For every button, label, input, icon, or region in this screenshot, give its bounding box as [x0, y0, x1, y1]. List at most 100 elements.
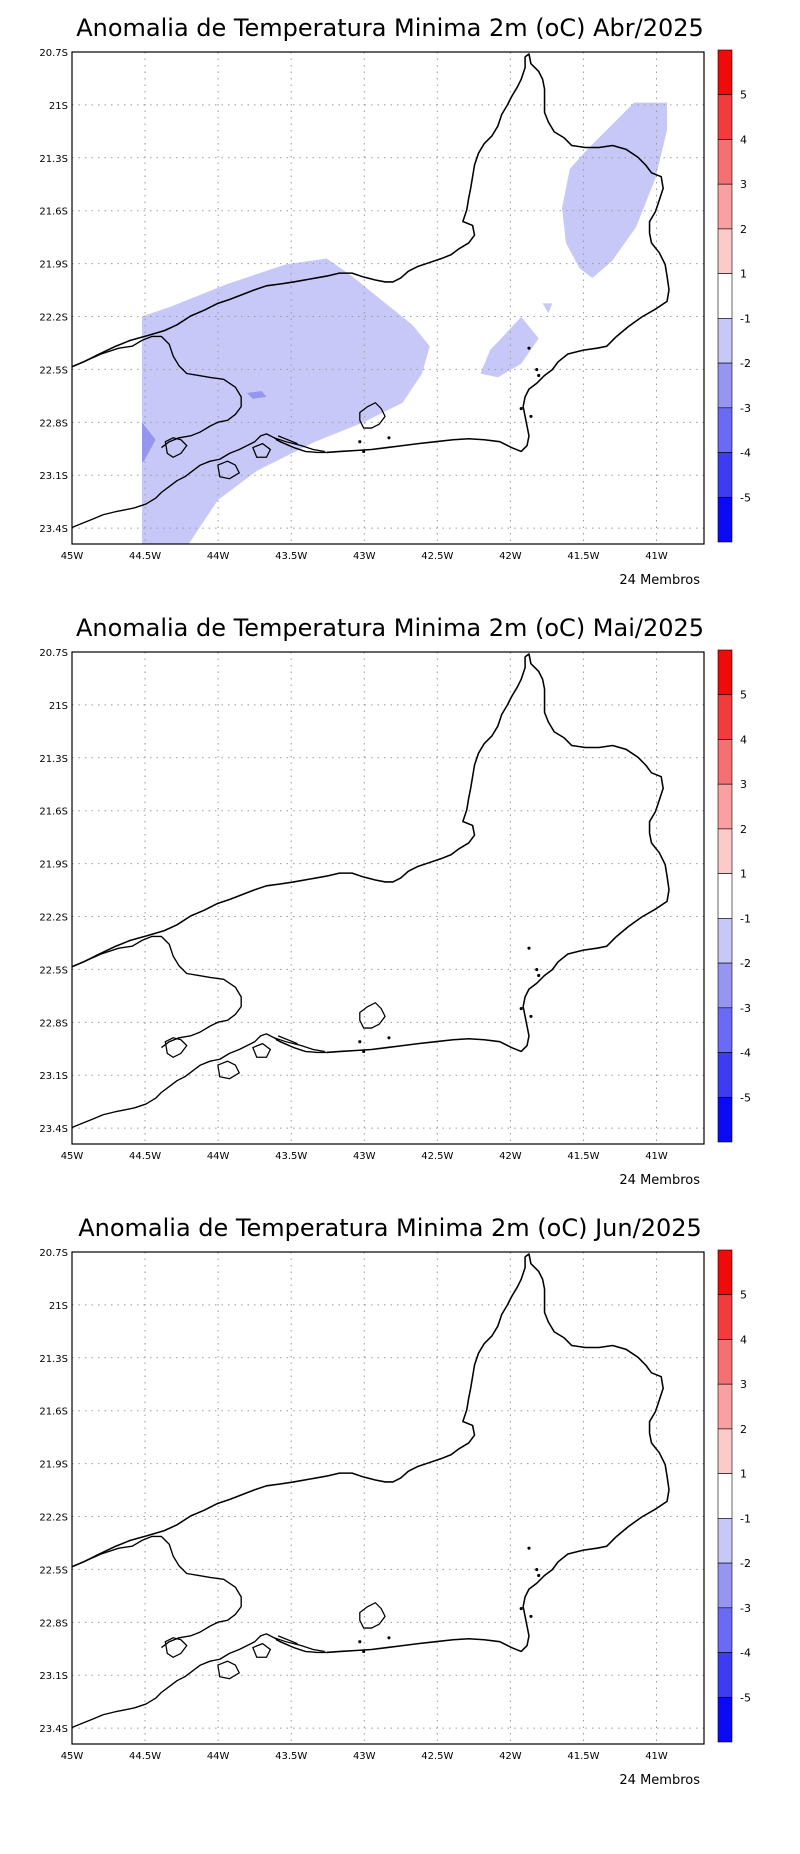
legend-label: 1: [740, 268, 747, 281]
lat-tick-label: 21S: [49, 101, 68, 112]
grid-lines: [72, 652, 704, 1144]
lon-tick-label: 42.5W: [421, 551, 453, 562]
legend-label: -4: [740, 1047, 751, 1060]
lat-tick-label: 23.1S: [39, 1071, 68, 1082]
lon-tick-label: 43W: [353, 551, 376, 562]
lat-tick-label: 21.6S: [39, 1407, 68, 1418]
lat-tick-label: 22.5S: [39, 1565, 68, 1576]
lon-tick-label: 41W: [645, 1751, 668, 1762]
legend-label: -1: [740, 1512, 751, 1525]
lat-tick-label: 21S: [49, 701, 68, 712]
legend-swatch: [717, 1607, 733, 1653]
legend-label: -2: [740, 357, 751, 370]
island-dot: [387, 436, 391, 440]
island-dot: [387, 1036, 391, 1040]
grid-lines: [72, 1252, 704, 1744]
legend-swatch: [717, 139, 733, 185]
lat-tick-label: 21.9S: [39, 860, 68, 871]
legend-label: 5: [740, 89, 747, 102]
legend-swatch: [717, 407, 733, 453]
anomaly-area: [480, 316, 539, 378]
lat-tick-label: 22.8S: [39, 1018, 68, 1029]
lat-tick-label: 21.3S: [39, 154, 68, 165]
legend-label: 1: [740, 868, 747, 881]
legend-swatch: [717, 183, 733, 230]
island-dot: [519, 1007, 523, 1011]
lon-tick-label: 41W: [645, 1151, 668, 1162]
lon-tick-label: 44.5W: [129, 1151, 161, 1162]
lon-tick-label: 43.5W: [275, 551, 307, 562]
legend-swatch: [717, 783, 733, 830]
map-frame: [71, 1251, 705, 1745]
legend-label: 1: [740, 1468, 747, 1481]
island-dot: [387, 1636, 391, 1640]
lat-tick-label: 22.5S: [39, 365, 68, 376]
island-dot: [529, 1014, 533, 1018]
lon-tick-label: 44.5W: [129, 1751, 161, 1762]
legend-label: 3: [740, 1378, 747, 1391]
island-dot: [358, 440, 362, 444]
legend-swatch: [717, 828, 733, 874]
island-dot: [529, 414, 533, 418]
legend-swatch: [717, 496, 733, 543]
lat-tick-label: 22.2S: [39, 913, 68, 924]
island-dot: [529, 1614, 533, 1618]
lon-tick-label: 45W: [61, 551, 84, 562]
lat-tick-label: 21S: [49, 1301, 68, 1312]
legend-label: 3: [740, 178, 747, 191]
map-background: [72, 1252, 704, 1744]
lat-tick-label: 22.2S: [39, 313, 68, 324]
map-panel-1: 20.7S21S21.3S21.6S21.9S22.2S22.5S22.8S23…: [39, 48, 751, 562]
island-dot: [527, 1546, 531, 1550]
lon-tick-label: 41.5W: [567, 551, 599, 562]
lon-tick-label: 42.5W: [421, 1751, 453, 1762]
lon-tick-label: 45W: [61, 1151, 84, 1162]
lat-tick-label: 23.4S: [39, 524, 68, 535]
legend-label: -2: [740, 957, 751, 970]
island-dot: [362, 1049, 366, 1054]
legend-swatch: [717, 318, 733, 364]
lon-tick-label: 44W: [207, 1151, 230, 1162]
lon-tick-label: 42W: [499, 1151, 522, 1162]
coastline: [72, 653, 670, 1129]
map-panel-2: 20.7S21S21.3S21.6S21.9S22.2S22.5S22.8S23…: [39, 648, 751, 1162]
island-dot: [362, 449, 366, 454]
island-dot: [527, 346, 531, 350]
lat-tick-label: 23.1S: [39, 471, 68, 482]
color-legend: 5 4 3 2 1 -1 -2 -3 -4 -5: [717, 1249, 751, 1743]
map-background: [72, 652, 704, 1144]
island-dot: [358, 1640, 362, 1644]
legend-swatch: [717, 918, 733, 964]
anomaly-area: [247, 391, 267, 399]
island-dot: [537, 1573, 541, 1578]
legend-label: -4: [740, 447, 751, 460]
panel-2-members: 24 Membros: [619, 1173, 700, 1188]
legend-label: -5: [740, 491, 751, 504]
lon-tick-label: 43.5W: [275, 1751, 307, 1762]
map-panel-3: 20.7S21S21.3S21.6S21.9S22.2S22.5S22.8S23…: [39, 1248, 751, 1762]
panel-2-title: Anomalia de Temperatura Minima 2m (oC) M…: [76, 614, 704, 642]
anomaly-area: [542, 303, 553, 314]
legend-swatch: [717, 962, 733, 1009]
lat-tick-label: 22.2S: [39, 1513, 68, 1524]
island-dot: [535, 968, 539, 972]
legend-label: 5: [740, 689, 747, 702]
lon-tick-label: 45W: [61, 1751, 84, 1762]
legend-label: -4: [740, 1647, 751, 1660]
island-dot: [519, 407, 523, 411]
lat-tick-label: 20.7S: [39, 648, 68, 659]
legend-swatch: [717, 273, 733, 319]
legend-label: -3: [740, 402, 751, 415]
legend-label: 3: [740, 778, 747, 791]
legend-swatch: [717, 1518, 733, 1564]
lon-tick-label: 43.5W: [275, 1151, 307, 1162]
legend-swatch: [717, 1562, 733, 1609]
lat-tick-label: 23.4S: [39, 1724, 68, 1735]
lon-tick-label: 42.5W: [421, 1151, 453, 1162]
legend-swatch: [717, 1696, 733, 1743]
legend-swatch: [717, 1428, 733, 1474]
lon-tick-label: 44W: [207, 1751, 230, 1762]
legend-swatch: [717, 228, 733, 274]
legend-label: 2: [740, 823, 747, 836]
